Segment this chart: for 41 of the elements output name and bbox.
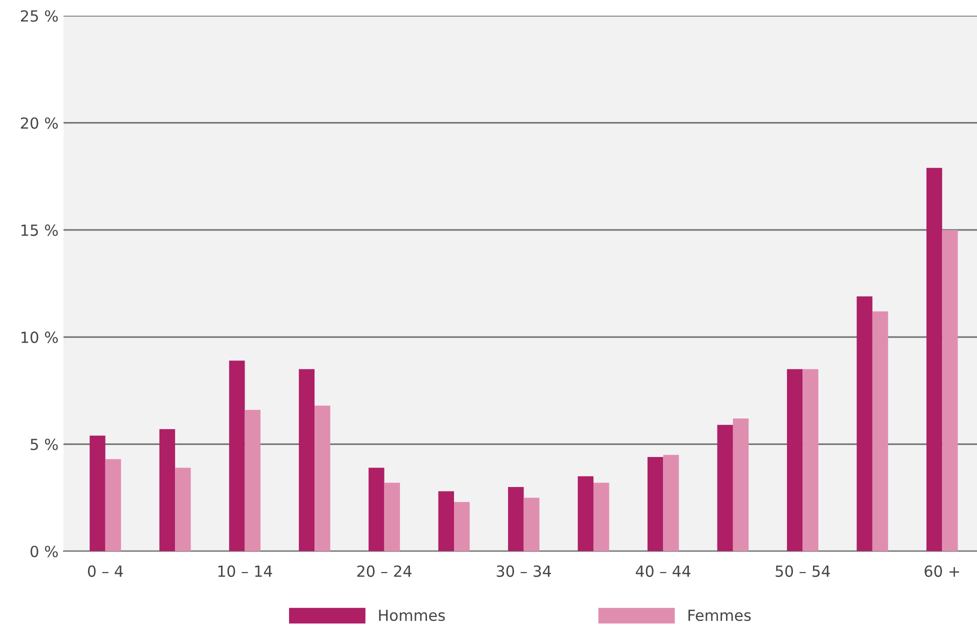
x-tick-label: 40 – 44 bbox=[636, 565, 690, 577]
bar bbox=[872, 311, 888, 552]
bar bbox=[438, 491, 454, 552]
y-tick-label: 10 % bbox=[22, 332, 58, 344]
bar bbox=[90, 436, 106, 552]
bar bbox=[229, 360, 245, 552]
x-tick-label: 60 + bbox=[924, 565, 960, 577]
x-tick-label: 10 – 14 bbox=[218, 565, 272, 577]
bar bbox=[384, 482, 400, 552]
bar bbox=[786, 369, 803, 552]
bar bbox=[314, 406, 330, 552]
bar bbox=[524, 498, 540, 552]
bar bbox=[648, 457, 664, 552]
bar bbox=[368, 468, 384, 552]
bar bbox=[244, 410, 260, 552]
bar bbox=[593, 482, 610, 552]
y-tick-label: 0 % bbox=[30, 546, 58, 558]
bar bbox=[856, 296, 872, 552]
bar bbox=[508, 486, 524, 552]
legend-label: Hommes bbox=[379, 610, 445, 622]
x-tick-label: 30 – 34 bbox=[496, 565, 551, 577]
bar bbox=[802, 369, 818, 552]
bar bbox=[578, 476, 594, 552]
bar bbox=[717, 424, 733, 552]
bar bbox=[159, 429, 176, 552]
y-tick-label: 15 % bbox=[22, 224, 58, 236]
bar bbox=[942, 230, 958, 552]
bar bbox=[454, 502, 470, 552]
bar bbox=[298, 369, 315, 552]
y-tick-label: 25 % bbox=[20, 10, 58, 22]
bar bbox=[663, 454, 679, 552]
bar bbox=[175, 468, 191, 552]
x-tick-label: 0 – 4 bbox=[88, 565, 123, 577]
legend-label: Femmes bbox=[688, 610, 751, 622]
x-tick-label: 50 – 54 bbox=[776, 565, 830, 577]
bar bbox=[926, 168, 942, 552]
bar bbox=[732, 418, 749, 552]
y-tick-label: 5 % bbox=[30, 438, 58, 450]
x-tick-label: 20 – 24 bbox=[357, 565, 412, 577]
bar bbox=[105, 459, 122, 552]
y-tick-label: 20 % bbox=[20, 117, 58, 129]
